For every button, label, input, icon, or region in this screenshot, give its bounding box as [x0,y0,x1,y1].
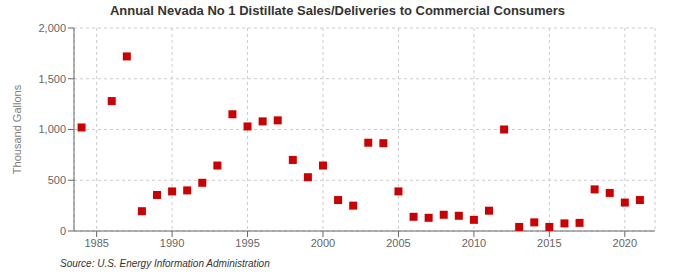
html-text:Annual Nevada No 1 Distillate: Annual Nevada No 1 Distillate Sales/Deli… [109,3,566,18]
svg-text:2005: 2005 [386,237,410,249]
svg-text:1995: 1995 [235,237,259,249]
svg-text:1990: 1990 [160,237,184,249]
svg-text:0: 0 [60,225,66,237]
svg-text:1985: 1985 [84,237,108,249]
svg-text:500: 500 [48,174,66,186]
svg-text:2000: 2000 [311,237,335,249]
svg-text:Thousand Gallons: Thousand Gallons [11,84,23,174]
svg-text:2,000: 2,000 [38,22,66,34]
svg-text:2020: 2020 [613,237,637,249]
svg-text:1,500: 1,500 [38,73,66,85]
svg-text:1,000: 1,000 [38,123,66,135]
svg-text:2015: 2015 [537,237,561,249]
html-text:Source: U.S. Energy Informatio: Source: U.S. Energy Information Administ… [60,258,270,269]
svg-text:2010: 2010 [462,237,486,249]
